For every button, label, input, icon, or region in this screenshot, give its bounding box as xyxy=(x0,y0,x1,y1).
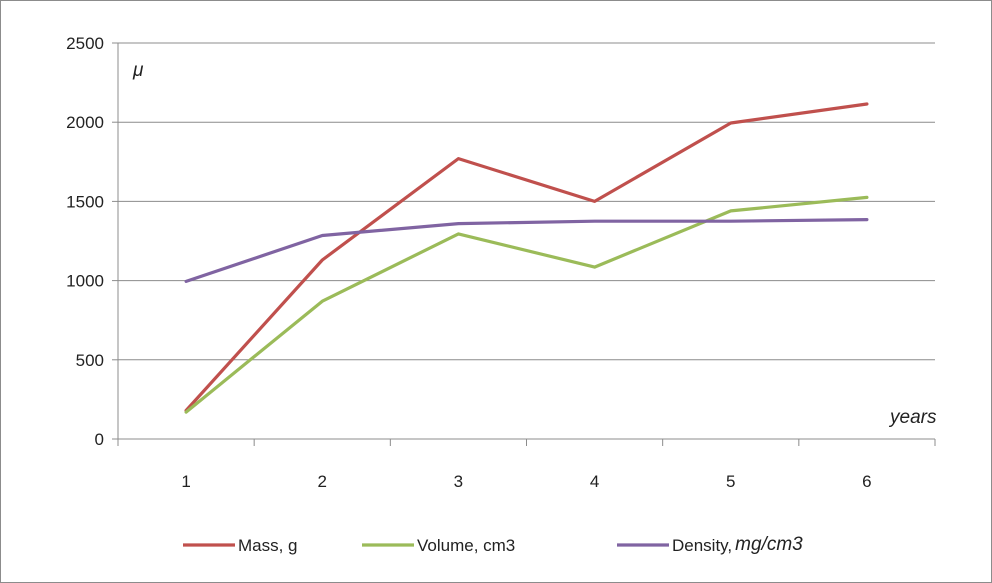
x-tick-label: 5 xyxy=(726,472,735,491)
legend-label: Density, xyxy=(672,536,732,555)
x-tick-label: 4 xyxy=(590,472,599,491)
y-tick-label: 1000 xyxy=(66,272,104,291)
y-tick-label: 0 xyxy=(95,430,104,449)
x-axis-label: years xyxy=(888,407,937,428)
x-tick-label: 1 xyxy=(181,472,190,491)
series-line-mass-g xyxy=(184,102,869,413)
x-tick-label: 6 xyxy=(862,472,871,491)
y-tick-labels: 0 500 1000 1500 2000 2500 xyxy=(66,34,104,449)
series-lines xyxy=(184,102,869,414)
series-line-volume-cm3 xyxy=(184,195,869,414)
y-tick-label: 500 xyxy=(76,351,104,370)
y-tick-label: 2500 xyxy=(66,34,104,53)
legend-label: Volume, cm3 xyxy=(417,536,515,555)
y-tick-label: 1500 xyxy=(66,192,104,211)
legend-unit-label: mg/cm3 xyxy=(735,534,803,555)
x-tick-labels: 1 2 3 4 5 6 xyxy=(181,472,871,491)
legend-label: Mass, g xyxy=(238,536,298,555)
y-axis-label: μ xyxy=(132,60,144,81)
legend: Mass, g Volume, cm3 Density, mg/cm3 xyxy=(183,534,803,555)
axes xyxy=(112,42,936,446)
gridlines xyxy=(118,42,935,361)
x-tick-label: 2 xyxy=(318,472,327,491)
y-tick-label: 2000 xyxy=(66,113,104,132)
series-line-density xyxy=(184,218,869,283)
x-tick-label: 3 xyxy=(454,472,463,491)
